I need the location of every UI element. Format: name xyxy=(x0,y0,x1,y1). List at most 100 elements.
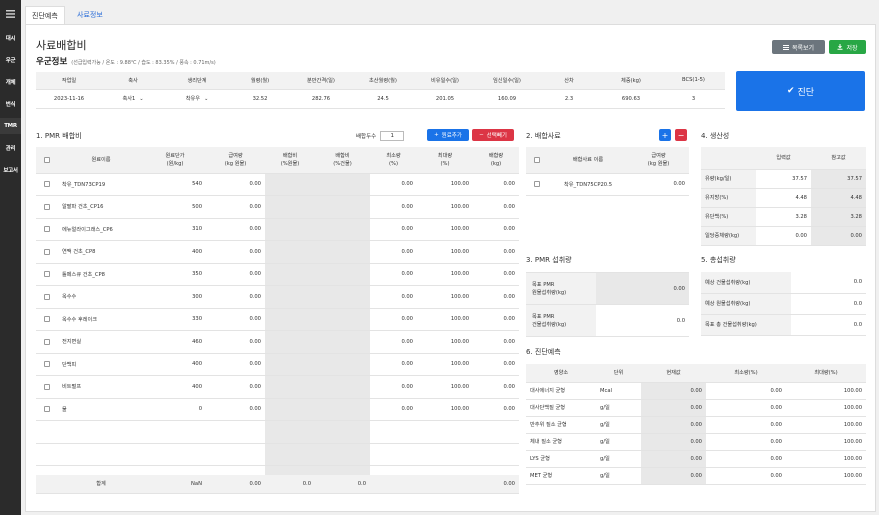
pmr-row-checkbox[interactable] xyxy=(36,285,58,309)
sidebar-item-report[interactable]: 보고서 xyxy=(3,168,18,174)
pmr-row-checkbox[interactable] xyxy=(36,375,58,399)
max-input[interactable]: 100.00 xyxy=(417,285,473,309)
max-input[interactable]: 100.00 xyxy=(417,240,473,264)
min-input[interactable]: 0.00 xyxy=(370,330,417,354)
feed-amount-input[interactable]: 0.00 xyxy=(206,195,265,219)
empty-cell xyxy=(144,420,206,444)
max-input[interactable]: 100.00 xyxy=(417,398,473,421)
sidebar-item-tmr[interactable]: TMR xyxy=(0,118,21,134)
min-input[interactable]: 0.00 xyxy=(370,308,417,331)
max-input[interactable]: 100.00 xyxy=(417,375,473,399)
nutrient-unit: g/일 xyxy=(596,433,641,451)
max-input[interactable]: 100.00 xyxy=(417,173,473,196)
weight-field[interactable]: 690.63 xyxy=(600,89,662,109)
min-input[interactable]: 0.00 xyxy=(370,195,417,219)
max-input[interactable]: 100.00 xyxy=(417,195,473,219)
min-input[interactable]: 0.00 xyxy=(370,285,417,309)
pmr-row-checkbox[interactable] xyxy=(36,173,58,196)
tab-diagnosis[interactable]: 진단예측 xyxy=(25,6,65,24)
nutrient-name: 체내 질소 균형 xyxy=(526,433,596,451)
delete-selected-button[interactable]: − 선택빼기 xyxy=(472,129,514,141)
production-input[interactable]: 37.57 xyxy=(756,169,811,189)
sidebar-item-herd[interactable]: 우군 xyxy=(5,58,16,64)
pmr-row-checkbox[interactable] xyxy=(36,398,58,421)
nutrient-max-input[interactable]: 100.00 xyxy=(786,416,866,434)
feed-amount-input[interactable]: 0.00 xyxy=(206,263,265,286)
pmr-row-checkbox[interactable] xyxy=(36,218,58,241)
feed-amount-input[interactable]: 0.00 xyxy=(628,173,689,196)
nutrient-min-input[interactable]: 0.00 xyxy=(706,450,786,468)
lactation-days-field[interactable]: 201.05 xyxy=(414,89,476,109)
age-field[interactable]: 32.52 xyxy=(230,89,290,109)
feed-amount-input[interactable]: 0.00 xyxy=(206,398,265,421)
nutrient-current: 0.00 xyxy=(641,467,706,485)
max-input[interactable]: 100.00 xyxy=(417,263,473,286)
pregnancy-days-field[interactable]: 160.09 xyxy=(476,89,538,109)
pmr-row-checkbox[interactable] xyxy=(36,330,58,354)
pmr-row-checkbox[interactable] xyxy=(36,353,58,376)
pmr-row-checkbox[interactable] xyxy=(36,308,58,331)
calving-interval-field[interactable]: 282.76 xyxy=(290,89,352,109)
nutrient-min-input[interactable]: 0.00 xyxy=(706,467,786,485)
min-input[interactable]: 0.00 xyxy=(370,173,417,196)
nutrient-min-input[interactable]: 0.00 xyxy=(706,433,786,451)
nutrient-min-input[interactable]: 0.00 xyxy=(706,399,786,417)
min-input[interactable]: 0.00 xyxy=(370,353,417,376)
add-ingredient-button[interactable]: + 원료추가 xyxy=(427,129,469,141)
max-input[interactable]: 100.00 xyxy=(417,353,473,376)
save-button[interactable]: 저장 xyxy=(829,40,866,54)
production-ref: 37.57 xyxy=(811,169,866,189)
max-input[interactable]: 100.00 xyxy=(417,218,473,241)
min-input[interactable]: 0.00 xyxy=(370,218,417,241)
pmr-row-checkbox[interactable] xyxy=(36,263,58,286)
menu-icon[interactable] xyxy=(0,0,21,28)
parity-field[interactable]: 2.3 xyxy=(538,89,600,109)
min-input[interactable]: 0.00 xyxy=(370,375,417,399)
nutrient-max-input[interactable]: 100.00 xyxy=(786,399,866,417)
nutrient-max-input[interactable]: 100.00 xyxy=(786,450,866,468)
production-label: 유지방(%) xyxy=(701,188,756,208)
feed-amount-input[interactable]: 0.00 xyxy=(206,285,265,309)
bcs-field[interactable]: 3 xyxy=(662,89,725,109)
production-input[interactable]: 3.28 xyxy=(756,207,811,227)
max-input[interactable]: 100.00 xyxy=(417,308,473,331)
production-input[interactable]: 4.48 xyxy=(756,188,811,208)
nutrient-max-input[interactable]: 100.00 xyxy=(786,467,866,485)
barn-select[interactable]: 축사1 ⌄ xyxy=(102,89,164,109)
sidebar-item-breeding[interactable]: 번식 xyxy=(5,102,16,108)
feed-amount-input[interactable]: 0.00 xyxy=(206,218,265,241)
work-date-input[interactable]: 2023-11-16 xyxy=(36,89,102,109)
feed-amount-input[interactable]: 0.00 xyxy=(206,375,265,399)
pmr-row-checkbox[interactable] xyxy=(36,195,58,219)
sidebar-item-dashboard[interactable]: 대시 xyxy=(5,36,16,42)
list-button[interactable]: 목록보기 xyxy=(772,40,825,54)
nutrient-min-input[interactable]: 0.00 xyxy=(706,416,786,434)
feed-amount-input[interactable]: 0.00 xyxy=(206,308,265,331)
max-input[interactable]: 100.00 xyxy=(417,330,473,354)
add-feed-button[interactable]: + xyxy=(659,129,671,141)
sidebar-item-individual[interactable]: 개체 xyxy=(5,80,16,86)
stage-select[interactable]: 착유우 ⌄ xyxy=(164,89,230,109)
feed-amount-input[interactable]: 0.00 xyxy=(206,353,265,376)
feed-row-checkbox[interactable] xyxy=(526,173,548,196)
min-input[interactable]: 0.00 xyxy=(370,398,417,421)
min-input[interactable]: 0.00 xyxy=(370,263,417,286)
feed-row: 착유_TDN75CP20.5 0.00 xyxy=(526,173,689,196)
nutrient-min-input[interactable]: 0.00 xyxy=(706,382,786,400)
pmr-row-checkbox[interactable] xyxy=(36,240,58,264)
feed-amount-input[interactable]: 0.00 xyxy=(206,240,265,264)
sidebar-item-management[interactable]: 관리 xyxy=(5,146,16,152)
remove-feed-button[interactable]: − xyxy=(675,129,687,141)
nutrient-max-input[interactable]: 100.00 xyxy=(786,382,866,400)
feed-amount-input[interactable]: 0.00 xyxy=(206,173,265,196)
feed-select-all-checkbox[interactable] xyxy=(526,147,548,174)
feed-amount-input[interactable]: 0.00 xyxy=(206,330,265,354)
nutrient-max-input[interactable]: 100.00 xyxy=(786,433,866,451)
min-input[interactable]: 0.00 xyxy=(370,240,417,264)
diagnose-button[interactable]: ✔ 진단 xyxy=(736,71,865,111)
mix-count-input[interactable]: 1 xyxy=(380,131,405,141)
select-all-checkbox[interactable] xyxy=(36,147,58,174)
tab-feed-info[interactable]: 사료정보 xyxy=(77,11,103,19)
first-calving-age-field[interactable]: 24.5 xyxy=(352,89,414,109)
production-input[interactable]: 0.00 xyxy=(756,226,811,246)
